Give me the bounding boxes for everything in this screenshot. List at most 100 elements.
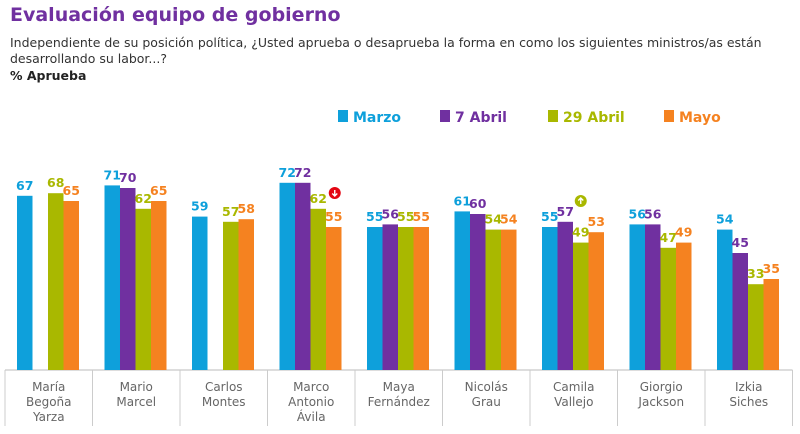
bar [470, 214, 486, 370]
bar [413, 227, 429, 370]
data-label: 72 [279, 165, 296, 180]
bar [542, 227, 558, 370]
data-label: 49 [572, 225, 589, 240]
data-label: 57 [557, 204, 574, 219]
legend-swatch [548, 110, 558, 122]
arrow-down-icon-glyph [331, 190, 338, 197]
data-label: 47 [660, 230, 677, 245]
category-label: Grau [472, 395, 501, 409]
data-label: 55 [397, 209, 414, 224]
bar [17, 195, 33, 370]
data-label: 55 [366, 209, 383, 224]
bar [192, 216, 208, 370]
bar [732, 253, 748, 370]
bar [326, 227, 342, 370]
data-label: 45 [732, 235, 749, 250]
legend-label: 7 Abril [455, 110, 507, 126]
bar [748, 284, 764, 370]
bar [717, 229, 733, 370]
data-label: 53 [588, 214, 605, 229]
data-label: 71 [104, 167, 121, 182]
data-label: 60 [469, 196, 487, 211]
data-label: 54 [500, 212, 518, 227]
bar [676, 242, 692, 370]
bar [588, 232, 604, 370]
category-label: Jackson [637, 395, 684, 409]
data-label: 65 [63, 183, 80, 198]
data-label: 55 [325, 209, 342, 224]
data-label: 59 [191, 199, 208, 214]
category-label: Marco [293, 380, 329, 394]
category-label: Fernández [368, 395, 430, 409]
legend-label: Marzo [353, 110, 401, 126]
data-label: 62 [310, 191, 327, 206]
bar [63, 201, 79, 370]
bar [104, 185, 120, 370]
bar [660, 247, 676, 370]
category-label: Yarza [32, 410, 65, 424]
category-label: Antonio [288, 395, 334, 409]
data-label: 55 [413, 209, 430, 224]
page-title: Evaluación equipo de gobierno [10, 4, 341, 26]
category-label: Siches [729, 395, 768, 409]
bar [120, 188, 136, 370]
category-label: Izkia [735, 380, 762, 394]
data-label: 54 [485, 212, 503, 227]
bar [151, 201, 167, 370]
data-label: 33 [747, 266, 764, 281]
bar [295, 182, 311, 370]
bar [238, 219, 254, 370]
bar [454, 211, 470, 370]
bar [48, 193, 64, 370]
arrow-up-icon-glyph [577, 197, 584, 204]
legend-swatch [664, 110, 674, 122]
legend-label: 29 Abril [563, 110, 625, 126]
category-label: Marcel [116, 395, 156, 409]
category-label: María [32, 380, 65, 394]
data-label: 35 [763, 261, 780, 276]
category-label: Giorgio [640, 380, 683, 394]
legend-swatch [338, 110, 348, 122]
data-label: 57 [222, 204, 239, 219]
bar [501, 229, 517, 370]
category-label: Carlos [205, 380, 243, 394]
unit-label: % Aprueba [10, 68, 87, 83]
data-label: 56 [629, 206, 647, 221]
category-label: Mario [120, 380, 153, 394]
data-label: 55 [541, 209, 558, 224]
legend-swatch [440, 110, 450, 122]
data-label: 72 [294, 165, 311, 180]
category-label: Begoña [26, 395, 72, 409]
bar [135, 208, 151, 370]
bar [645, 224, 661, 370]
data-label: 49 [675, 225, 692, 240]
legend-label: Mayo [679, 110, 721, 126]
bar [573, 242, 589, 370]
bar [557, 221, 573, 370]
bar [367, 227, 383, 370]
data-label: 54 [716, 212, 734, 227]
category-label: Camila [553, 380, 594, 394]
category-label: Ávila [297, 409, 326, 424]
data-label: 56 [382, 206, 400, 221]
data-label: 56 [644, 206, 662, 221]
data-label: 70 [119, 170, 137, 185]
data-label: 67 [16, 178, 33, 193]
bar [310, 208, 326, 370]
bar [398, 227, 414, 370]
bar [485, 229, 501, 370]
bar [629, 224, 645, 370]
bar [382, 224, 398, 370]
subtitle: Independiente de su posición política, ¿… [10, 35, 762, 66]
category-label: Montes [202, 395, 246, 409]
category-label: Vallejo [554, 395, 593, 409]
bar [279, 182, 295, 370]
data-label: 68 [47, 175, 64, 190]
data-label: 61 [454, 193, 471, 208]
data-label: 62 [135, 191, 152, 206]
bar [223, 221, 239, 370]
category-label: Maya [383, 380, 415, 394]
data-label: 65 [150, 183, 167, 198]
